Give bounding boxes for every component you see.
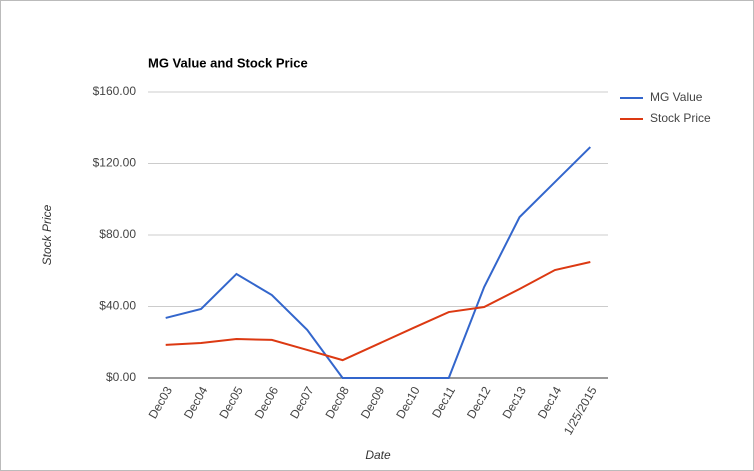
- y-tick-label: $80.00: [99, 227, 136, 241]
- legend-label: MG Value: [650, 90, 703, 104]
- series-line: [165, 261, 591, 362]
- chart-title: MG Value and Stock Price: [148, 55, 308, 70]
- y-tick-label: $0.00: [106, 370, 136, 384]
- x-axis-label: Date: [365, 448, 391, 462]
- y-tick-label: $160.00: [93, 84, 137, 98]
- y-axis-label: Stock Price: [40, 204, 54, 265]
- y-tick-label: $120.00: [93, 156, 137, 170]
- legend-label: Stock Price: [650, 111, 711, 125]
- series-line: [165, 146, 592, 379]
- y-tick-label: $40.00: [99, 299, 136, 313]
